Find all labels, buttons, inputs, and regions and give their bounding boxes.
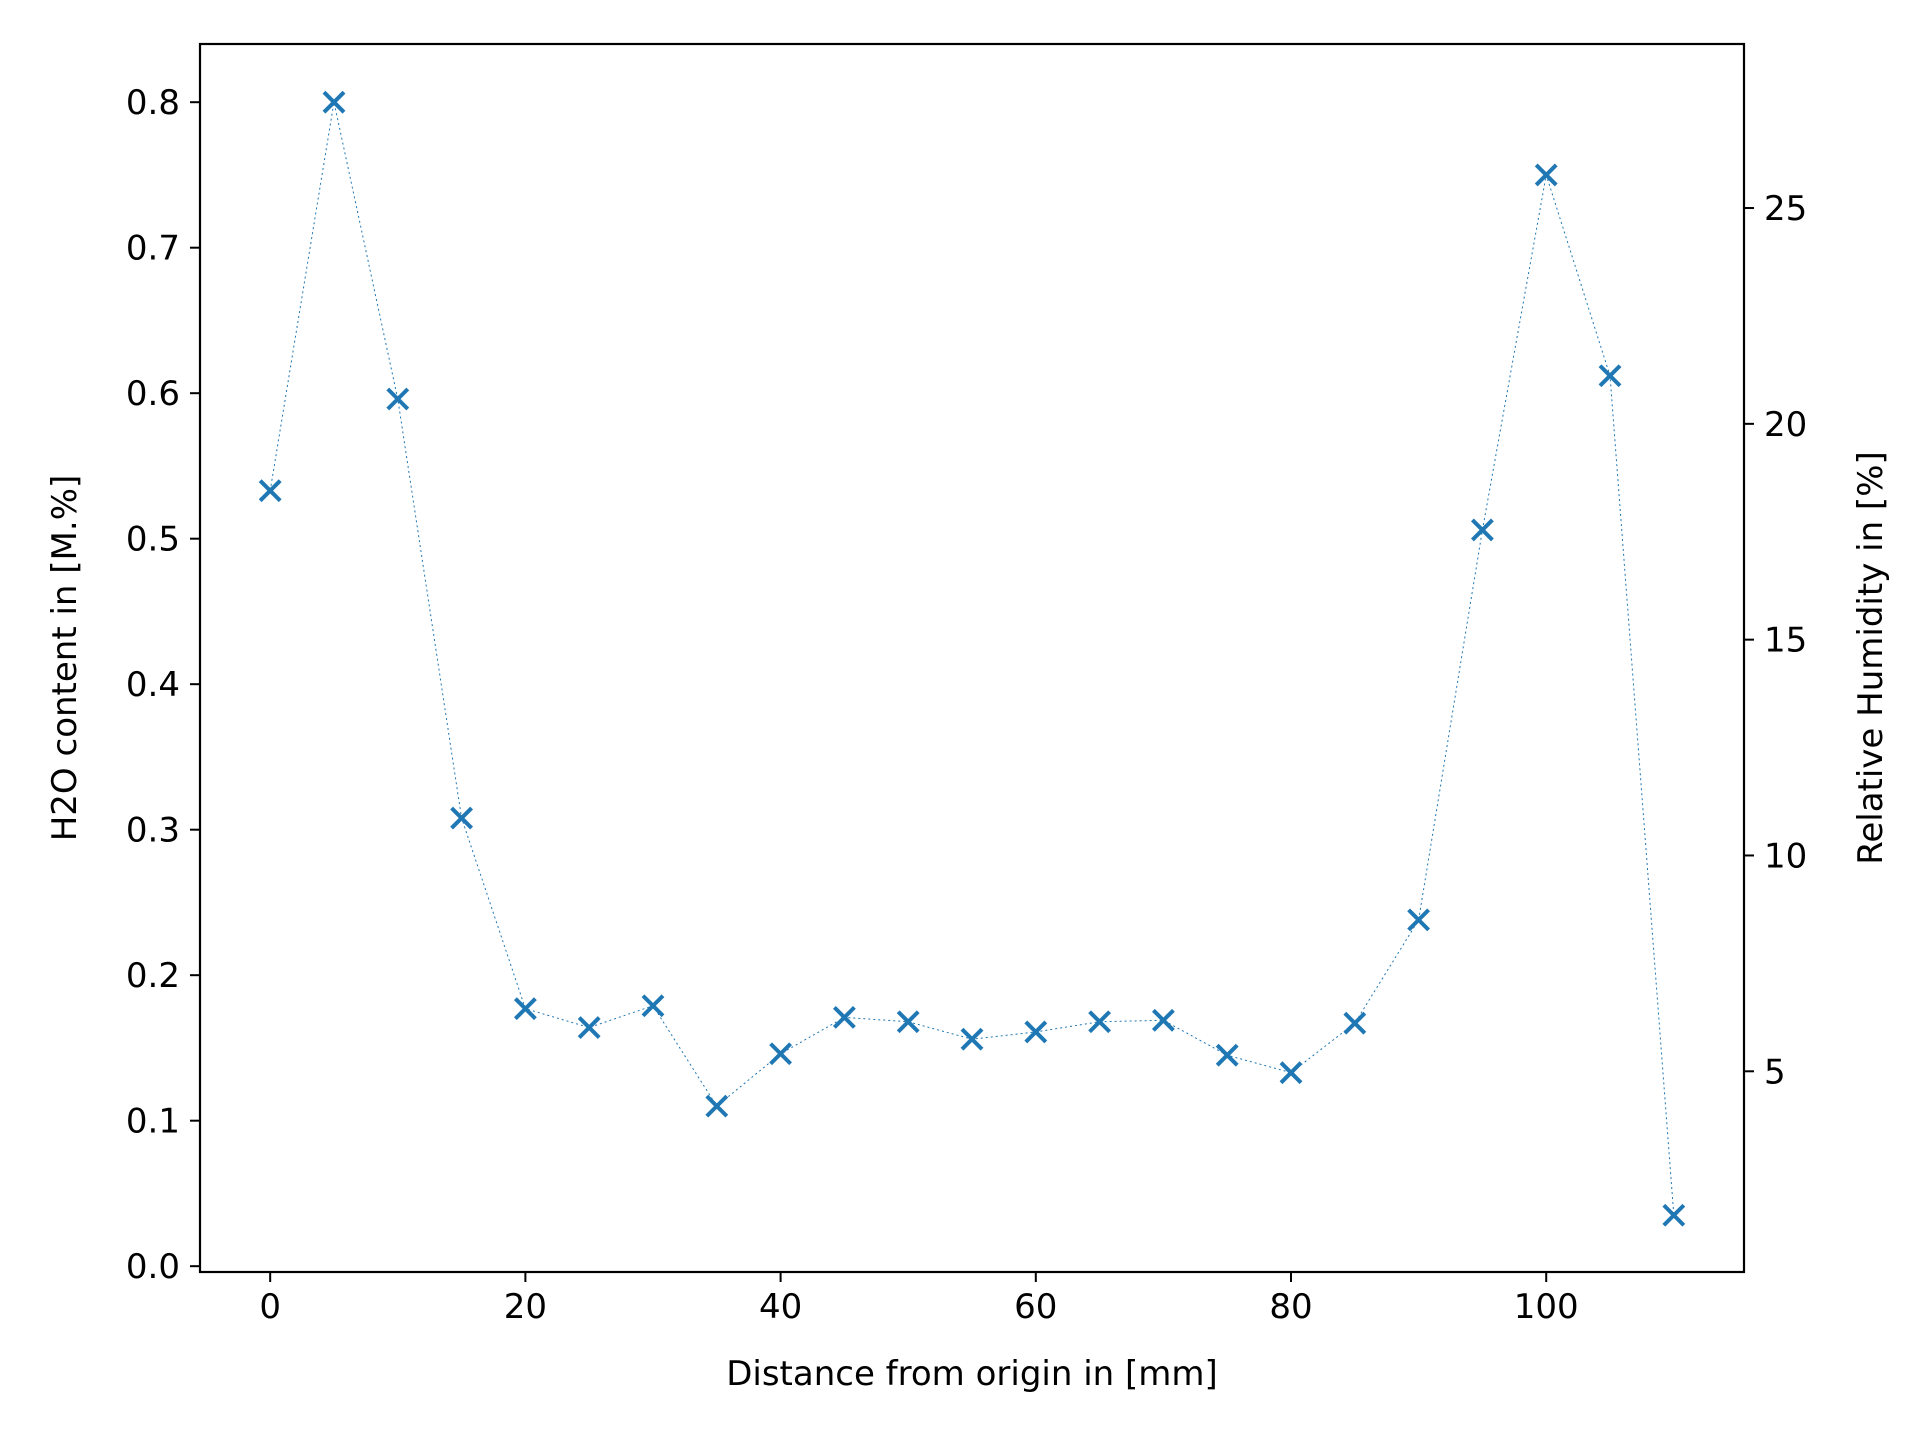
data-point xyxy=(1024,1020,1048,1044)
data-point xyxy=(577,1016,601,1039)
y2-tick-label: 20 xyxy=(1764,405,1807,445)
data-point xyxy=(386,387,410,411)
y2-axis-ticks: 5 10 15 20 25 xyxy=(1744,189,1807,1092)
y-tick-label: 0.5 xyxy=(126,520,180,560)
y-tick-label: 0.7 xyxy=(126,229,180,269)
x-tick-label: 40 xyxy=(759,1287,802,1327)
y-axis-ticks: 0.0 0.1 0.2 0.3 0.4 0.5 0.6 0.7 0.8 xyxy=(126,83,200,1287)
data-point xyxy=(641,994,665,1018)
data-point xyxy=(832,1005,856,1029)
y2-tick-label: 10 xyxy=(1764,836,1807,876)
data-point xyxy=(705,1094,729,1118)
data-point xyxy=(1343,1011,1367,1035)
data-point xyxy=(1215,1043,1239,1067)
data-point xyxy=(258,479,282,503)
data-point xyxy=(769,1042,793,1066)
y-tick-label: 0.4 xyxy=(126,665,180,705)
data-point xyxy=(322,90,346,114)
x-tick-label: 80 xyxy=(1269,1287,1312,1327)
y-tick-label: 0.8 xyxy=(126,83,180,123)
x-tick-label: 100 xyxy=(1514,1287,1579,1327)
series-layer xyxy=(258,90,1686,1227)
series-line xyxy=(269,102,1675,1216)
data-point xyxy=(1279,1061,1303,1085)
data-point xyxy=(1088,1010,1112,1034)
y-tick-label: 0.6 xyxy=(126,374,180,414)
y2-axis-label: Relative Humidity in [%] xyxy=(1851,451,1891,865)
x-axis-ticks: 0 20 40 60 80 100 xyxy=(259,1272,1579,1327)
data-point xyxy=(1662,1203,1686,1227)
y2-tick-label: 5 xyxy=(1764,1052,1786,1092)
y2-tick-label: 25 xyxy=(1764,189,1807,229)
data-point xyxy=(960,1027,984,1051)
y-axis-label: H2O content in [M.%] xyxy=(45,475,85,842)
x-axis-label: Distance from origin in [mm] xyxy=(726,1354,1218,1394)
data-point xyxy=(1598,364,1622,388)
x-tick-label: 0 xyxy=(259,1287,281,1327)
data-point xyxy=(513,997,537,1021)
y-tick-label: 0.0 xyxy=(126,1247,180,1287)
x-tick-label: 60 xyxy=(1014,1287,1057,1327)
y-tick-label: 0.3 xyxy=(126,811,180,851)
data-point xyxy=(1151,1008,1175,1032)
plot-area-frame xyxy=(198,42,1746,1274)
y-tick-label: 0.2 xyxy=(126,956,180,996)
data-point xyxy=(450,806,474,830)
data-point xyxy=(896,1010,920,1034)
y2-tick-label: 15 xyxy=(1764,621,1807,661)
data-point xyxy=(1534,163,1558,187)
data-point xyxy=(1407,908,1431,932)
x-tick-label: 20 xyxy=(504,1287,547,1327)
data-point xyxy=(1470,518,1494,542)
y-tick-label: 0.1 xyxy=(126,1102,180,1142)
